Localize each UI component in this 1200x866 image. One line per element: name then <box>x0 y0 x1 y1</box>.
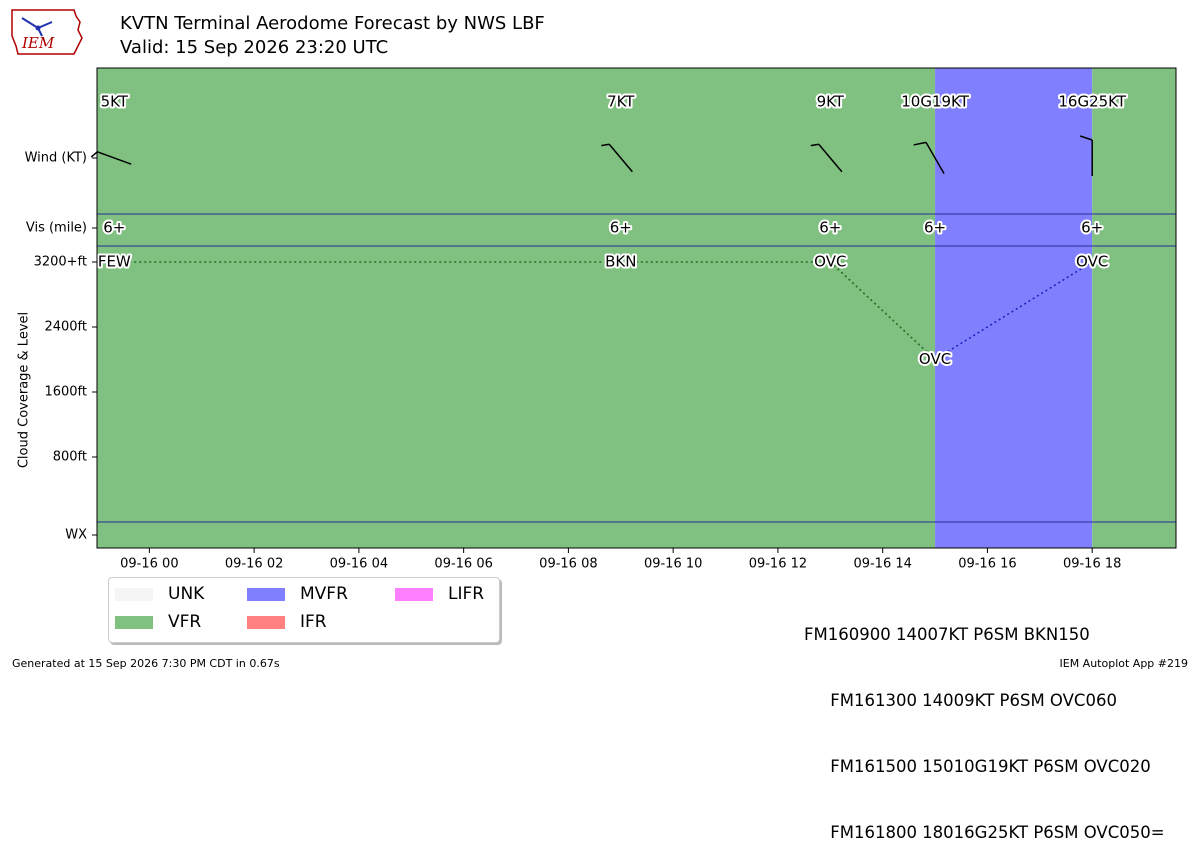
x-tick-label: 09-16 04 <box>330 557 388 572</box>
footer-generated: Generated at 15 Sep 2026 7:30 PM CDT in … <box>12 657 280 670</box>
legend-swatch-ifr <box>247 615 285 629</box>
wind-barb <box>818 143 843 173</box>
legend-label: MVFR <box>300 584 348 604</box>
wind-barb <box>925 142 945 174</box>
wind-speed-label: 9KT <box>817 93 845 111</box>
y-tick-label: 1600ft <box>44 385 87 400</box>
legend-swatch-lifr <box>395 587 433 601</box>
taf-line: FM161800 18016G25KT P6SM OVC050= <box>804 823 1165 842</box>
legend-item-ifr: IFR <box>247 612 327 632</box>
cloud-level-line <box>829 261 936 361</box>
wind-barb-feather <box>601 143 610 147</box>
y-tick-label: 3200+ft <box>34 255 87 270</box>
taf-line: FM160900 14007KT P6SM BKN150 <box>804 625 1090 644</box>
legend-label: UNK <box>168 584 205 604</box>
iem-logo: IEM <box>8 6 84 64</box>
legend-item-mvfr: MVFR <box>247 584 348 604</box>
y-tick-label: WX <box>65 528 87 543</box>
legend-swatch-vfr <box>115 615 153 629</box>
x-tick-label: 09-16 02 <box>225 557 283 572</box>
y-tick-label: Vis (mile) <box>26 221 87 236</box>
wind-speed-label: 5KT <box>101 93 129 111</box>
category-band-vfr <box>97 68 936 548</box>
x-tick-label: 09-16 16 <box>958 557 1016 572</box>
x-tick-label: 09-16 12 <box>749 557 807 572</box>
visibility-label: 6+ <box>819 219 841 237</box>
legend-swatch-unk <box>115 587 153 601</box>
wind-speed-label: 16G25KT <box>1058 93 1126 111</box>
legend-item-vfr: VFR <box>115 612 201 632</box>
legend-swatch-mvfr <box>247 587 285 601</box>
x-tick-label: 09-16 08 <box>539 557 597 572</box>
visibility-label: 6+ <box>103 219 125 237</box>
x-tick-label: 09-16 14 <box>853 557 911 572</box>
category-band-vfr <box>1092 68 1176 548</box>
wind-barb-feather <box>913 141 927 146</box>
visibility-label: 6+ <box>1081 219 1103 237</box>
wind-speed-label: 7KT <box>607 93 635 111</box>
visibility-label: 6+ <box>610 219 632 237</box>
chart-subtitle: Valid: 15 Sep 2026 23:20 UTC <box>120 37 389 58</box>
legend-item-lifr: LIFR <box>395 584 484 604</box>
cloud-coverage-label: OVC <box>1076 253 1108 271</box>
wind-speed-label: 10G19KT <box>901 93 969 111</box>
x-tick-label: 09-16 18 <box>1063 557 1121 572</box>
cloud-coverage-label: OVC <box>814 253 846 271</box>
x-tick-label: 09-16 00 <box>120 557 178 572</box>
visibility-label: 6+ <box>924 219 946 237</box>
y-tick-label: Wind (KT) <box>25 151 87 166</box>
legend-label: LIFR <box>448 584 485 604</box>
y-tick-label: 2400ft <box>44 320 87 335</box>
cloud-coverage-label: OVC <box>919 350 951 368</box>
wind-barb <box>97 151 132 165</box>
svg-text:IEM: IEM <box>21 34 55 52</box>
wind-barb-feather <box>90 151 98 158</box>
wind-barb-feather <box>810 143 819 147</box>
legend-label: VFR <box>168 612 202 632</box>
category-band-mvfr <box>935 68 1093 548</box>
taf-chart: 5KT 6+ FEW 7KT 6+ BKN 9KT 6+ OVC 10G19KT 6+ OVC 16G2… <box>17 67 1177 572</box>
x-tick-label: 09-16 06 <box>434 557 492 572</box>
chart-title: KVTN Terminal Aerodome Forecast by NWS L… <box>120 13 545 34</box>
footer-app: IEM Autoplot App #219 <box>1059 657 1189 670</box>
plot-frame <box>96 67 1177 549</box>
cloud-axis-label: Cloud Coverage & Level <box>17 312 32 468</box>
legend-item-unk: UNK <box>115 584 204 604</box>
taf-text: FM160900 14007KT P6SM BKN150 FM161300 14… <box>804 580 1165 866</box>
wind-barb-feather <box>1079 135 1093 141</box>
legend-label: IFR <box>300 612 327 632</box>
y-tick-label: 800ft <box>53 450 87 465</box>
legend: UNK VFR MVFR IFR LIFR <box>108 577 500 643</box>
wind-barb <box>608 143 633 173</box>
cloud-level-line <box>934 261 1093 361</box>
cloud-coverage-label: FEW <box>98 253 131 271</box>
cloud-coverage-label: BKN <box>605 253 636 271</box>
taf-line: FM161500 15010G19KT P6SM OVC020 <box>804 757 1151 776</box>
taf-line: FM161300 14009KT P6SM OVC060 <box>804 691 1117 710</box>
x-tick-label: 09-16 10 <box>644 557 702 572</box>
